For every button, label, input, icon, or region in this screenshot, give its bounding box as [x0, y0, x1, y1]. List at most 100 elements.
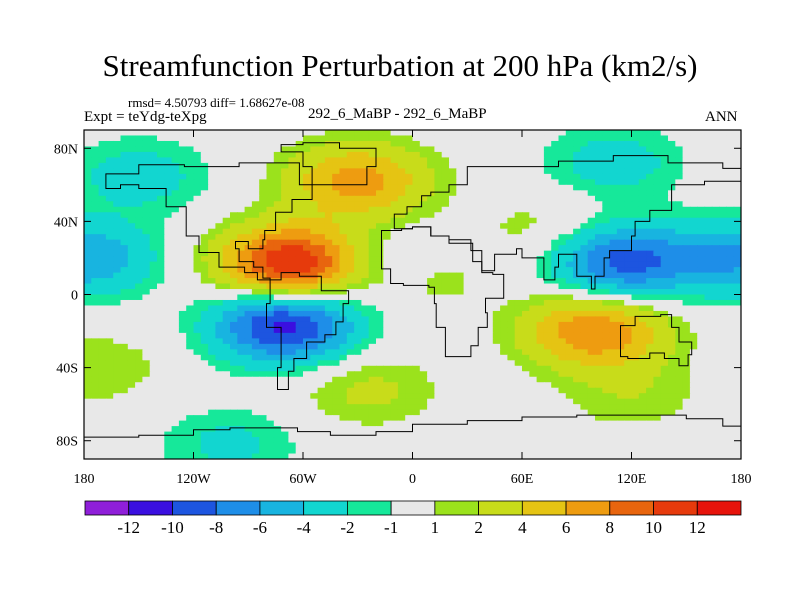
field-cell — [733, 294, 741, 301]
field-cell — [208, 283, 216, 290]
field-cell — [98, 398, 107, 405]
field-cell — [84, 310, 92, 318]
field-cell — [113, 206, 122, 213]
field-cell — [682, 343, 691, 350]
field-cell — [368, 179, 377, 186]
field-cell — [157, 431, 165, 438]
field-cell — [529, 212, 538, 219]
field-cell — [653, 228, 662, 235]
field-cell — [405, 217, 414, 224]
field-cell — [602, 217, 611, 224]
field-cell — [675, 168, 684, 175]
field-cell — [609, 387, 618, 394]
field-cell — [390, 272, 399, 279]
field-cell — [463, 382, 472, 389]
field-cell — [186, 223, 195, 230]
field-cell — [719, 283, 727, 290]
field-cell — [631, 398, 640, 405]
field-cell — [419, 376, 428, 383]
field-cell — [412, 173, 421, 180]
field-cell — [427, 135, 435, 142]
field-cell — [456, 195, 465, 202]
field-cell — [376, 299, 384, 307]
field-cell — [288, 190, 297, 197]
field-cell — [419, 190, 428, 197]
field-cell — [711, 250, 720, 257]
field-cell — [383, 365, 392, 372]
field-cell — [500, 173, 508, 180]
field-cell — [529, 261, 538, 268]
field-cell — [208, 135, 216, 142]
field-cell — [675, 426, 684, 433]
field-cell — [332, 393, 341, 400]
field-cell — [259, 135, 268, 142]
field-cell — [697, 387, 706, 394]
field-cell — [113, 289, 122, 296]
field-cell — [193, 223, 202, 230]
field-cell — [332, 409, 341, 416]
field-cell — [733, 162, 741, 169]
field-cell — [339, 234, 348, 241]
field-cell — [434, 151, 443, 159]
field-cell — [485, 349, 494, 356]
field-cell — [529, 146, 538, 153]
field-cell — [463, 130, 472, 137]
field-cell — [689, 256, 698, 263]
field-cell — [178, 201, 187, 208]
field-cell — [427, 146, 435, 153]
field-cell — [529, 426, 538, 433]
field-cell — [397, 278, 406, 285]
field-cell — [485, 168, 494, 175]
field-cell — [164, 305, 173, 312]
field-cell — [171, 289, 180, 296]
field-cell — [178, 338, 187, 345]
field-cell — [602, 234, 611, 241]
field-cell — [332, 332, 341, 339]
field-cell — [332, 299, 341, 307]
field-cell — [412, 305, 421, 312]
field-cell — [266, 387, 275, 394]
field-cell — [595, 365, 603, 372]
field-cell — [230, 299, 238, 307]
field-cell — [113, 360, 122, 367]
field-cell — [624, 234, 633, 241]
field-cell — [507, 283, 516, 290]
field-cell — [434, 371, 443, 378]
field-cell — [368, 294, 377, 301]
field-cell — [376, 201, 384, 208]
field-cell — [149, 387, 158, 394]
field-cell — [602, 250, 611, 257]
field-cell — [186, 415, 195, 422]
field-cell — [230, 228, 238, 235]
field-cell — [595, 267, 603, 274]
field-cell — [157, 272, 165, 279]
field-cell — [368, 316, 377, 323]
field-cell — [317, 387, 326, 394]
field-cell — [624, 278, 633, 285]
field-cell — [616, 212, 625, 219]
field-cell — [324, 228, 333, 235]
field-cell — [522, 157, 530, 164]
field-cell — [317, 267, 326, 274]
field-cell — [237, 393, 246, 400]
field-cell — [157, 234, 165, 241]
field-cell — [500, 267, 508, 274]
field-cell — [638, 267, 647, 274]
field-cell — [536, 310, 545, 318]
field-cell — [638, 206, 647, 213]
field-cell — [704, 234, 713, 241]
field-cell — [638, 217, 647, 224]
field-cell — [244, 272, 253, 279]
field-cell — [288, 250, 297, 257]
field-cell — [551, 184, 560, 191]
field-cell — [602, 228, 611, 235]
field-cell — [186, 217, 195, 224]
field-cell — [529, 343, 538, 350]
field-cell — [376, 223, 384, 230]
field-cell — [230, 321, 238, 328]
field-cell — [405, 338, 414, 345]
field-cell — [259, 179, 268, 186]
field-cell — [324, 195, 333, 202]
field-cell — [653, 184, 662, 191]
field-cell — [638, 321, 647, 328]
